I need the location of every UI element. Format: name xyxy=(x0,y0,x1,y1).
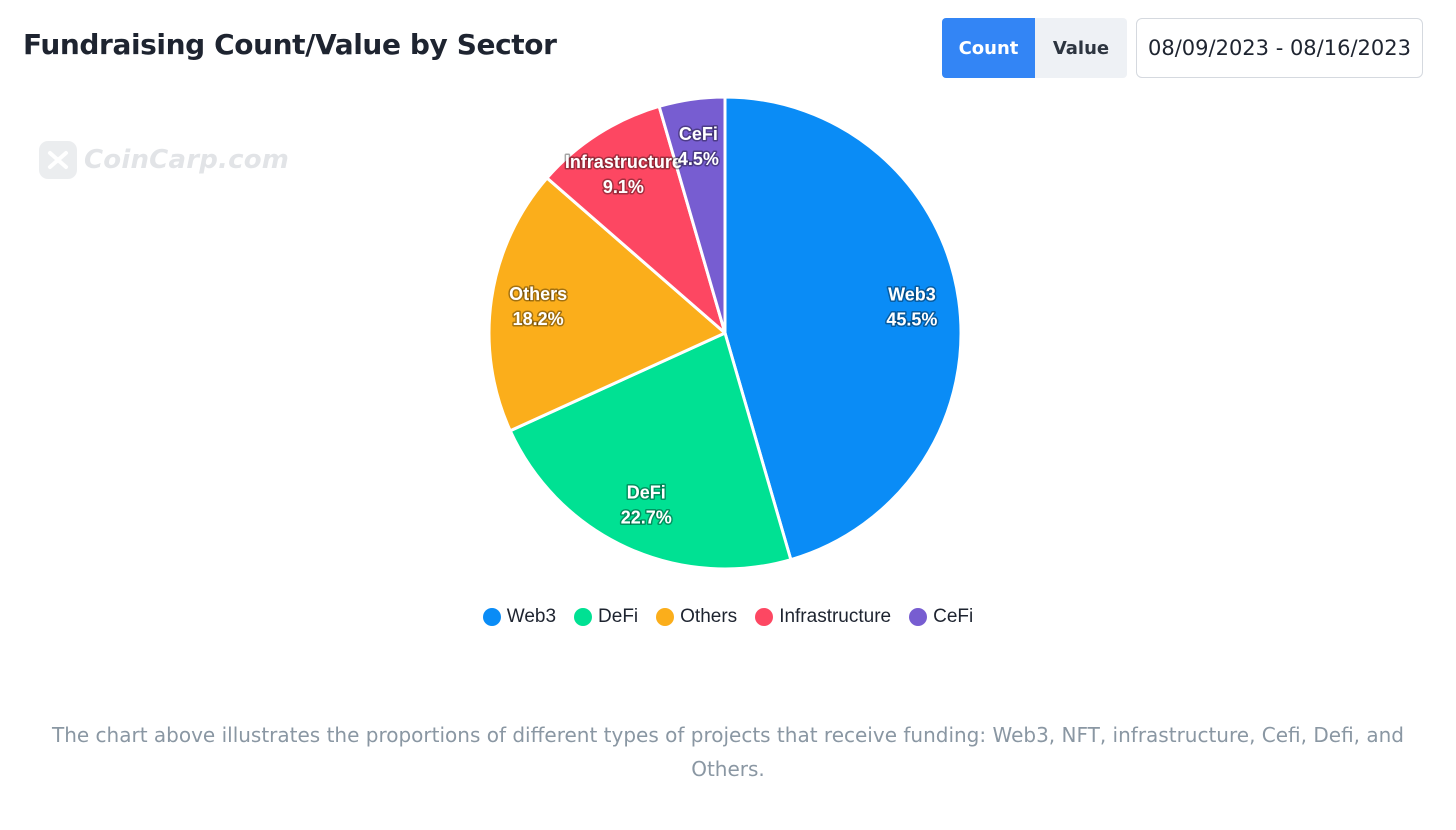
slice-percent-others: 18.2% xyxy=(513,309,564,329)
chart-legend: Web3 DeFi Others Infrastructure CeFi xyxy=(0,606,1456,628)
legend-label: Others xyxy=(680,606,738,627)
legend-label: Infrastructure xyxy=(779,606,892,627)
coincarp-logo-icon xyxy=(39,141,77,179)
legend-item-web3[interactable]: Web3 xyxy=(482,606,557,628)
legend-label: Web3 xyxy=(506,606,557,627)
pie-slices xyxy=(487,95,963,571)
legend-marker-icon xyxy=(574,608,593,626)
legend-marker-icon xyxy=(656,608,675,626)
slice-label-others: Others xyxy=(509,284,567,304)
chart-caption: The chart above illustrates the proporti… xyxy=(51,723,1405,781)
legend-item-infrastructure[interactable]: Infrastructure xyxy=(755,606,891,628)
pie-chart: Web3 45.5% DeFi 22.7% Others 18.2% Infrastruct… xyxy=(487,95,963,571)
pie-slice-web3[interactable] xyxy=(723,95,963,562)
pie-labels: Web3 45.5% DeFi 22.7% Others 18.2% Infrastruct… xyxy=(508,123,939,529)
legend-item-defi[interactable]: DeFi xyxy=(574,606,638,628)
legend-item-others[interactable]: Others xyxy=(656,606,737,628)
pie-slice-defi[interactable] xyxy=(508,331,793,571)
count-button[interactable]: Count xyxy=(942,18,1035,78)
pie-slice-others[interactable] xyxy=(487,176,727,433)
legend-item-cefi[interactable]: CeFi xyxy=(909,606,973,628)
legend-marker-icon xyxy=(755,608,774,626)
legend-marker-icon xyxy=(909,608,928,626)
watermark: CoinCarp.com xyxy=(38,140,289,180)
legend-label: CeFi xyxy=(933,606,974,627)
slice-label-web3: Web3 xyxy=(888,284,936,304)
legend-label: DeFi xyxy=(598,606,639,627)
watermark-text: CoinCarp.com xyxy=(84,145,290,175)
value-button[interactable]: Value xyxy=(1035,18,1127,78)
slice-percent-cefi: 4.5% xyxy=(678,149,719,169)
chart-title: Fundraising Count/Value by Sector xyxy=(23,28,557,61)
slice-percent-infrastructure: 9.1% xyxy=(603,177,644,197)
count-value-toggle[interactable]: Count Value xyxy=(942,18,1127,78)
date-range-picker[interactable]: 08/09/2023 - 08/16/2023 xyxy=(1136,18,1423,78)
slice-label-cefi: CeFi xyxy=(679,124,718,144)
slice-label-defi: DeFi xyxy=(627,483,666,503)
pie-slice-cefi[interactable] xyxy=(657,95,727,335)
slice-label-infrastructure: Infrastructure xyxy=(565,152,682,172)
slice-percent-defi: 22.7% xyxy=(621,508,672,528)
pie-slice-infrastructure[interactable] xyxy=(545,104,727,335)
legend-marker-icon xyxy=(482,608,501,626)
slice-percent-web3: 45.5% xyxy=(886,309,937,329)
